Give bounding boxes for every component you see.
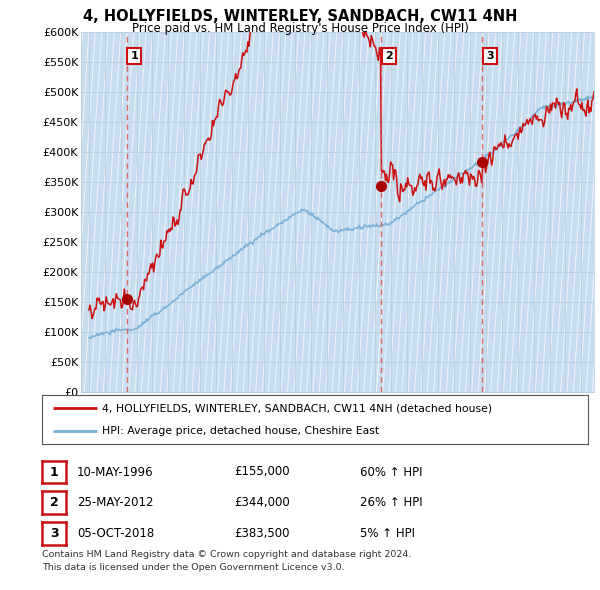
Text: 2: 2: [385, 51, 393, 61]
Text: 60% ↑ HPI: 60% ↑ HPI: [360, 466, 422, 478]
Text: HPI: Average price, detached house, Cheshire East: HPI: Average price, detached house, Ches…: [102, 425, 379, 435]
Text: 1: 1: [131, 51, 139, 61]
Text: 3: 3: [486, 51, 494, 61]
Text: Contains HM Land Registry data © Crown copyright and database right 2024.: Contains HM Land Registry data © Crown c…: [42, 550, 412, 559]
Text: 4, HOLLYFIELDS, WINTERLEY, SANDBACH, CW11 4NH: 4, HOLLYFIELDS, WINTERLEY, SANDBACH, CW1…: [83, 9, 517, 24]
Text: 26% ↑ HPI: 26% ↑ HPI: [360, 496, 422, 509]
Text: £383,500: £383,500: [234, 527, 290, 540]
Text: Price paid vs. HM Land Registry's House Price Index (HPI): Price paid vs. HM Land Registry's House …: [131, 22, 469, 35]
Text: £344,000: £344,000: [234, 496, 290, 509]
Text: 1: 1: [50, 466, 58, 478]
Text: 10-MAY-1996: 10-MAY-1996: [77, 466, 154, 478]
Text: 2: 2: [50, 496, 58, 509]
Text: 4, HOLLYFIELDS, WINTERLEY, SANDBACH, CW11 4NH (detached house): 4, HOLLYFIELDS, WINTERLEY, SANDBACH, CW1…: [102, 404, 492, 414]
Text: This data is licensed under the Open Government Licence v3.0.: This data is licensed under the Open Gov…: [42, 563, 344, 572]
Text: £155,000: £155,000: [234, 466, 290, 478]
Text: 25-MAY-2012: 25-MAY-2012: [77, 496, 154, 509]
Text: 5% ↑ HPI: 5% ↑ HPI: [360, 527, 415, 540]
Text: 05-OCT-2018: 05-OCT-2018: [77, 527, 154, 540]
Text: 3: 3: [50, 527, 58, 540]
